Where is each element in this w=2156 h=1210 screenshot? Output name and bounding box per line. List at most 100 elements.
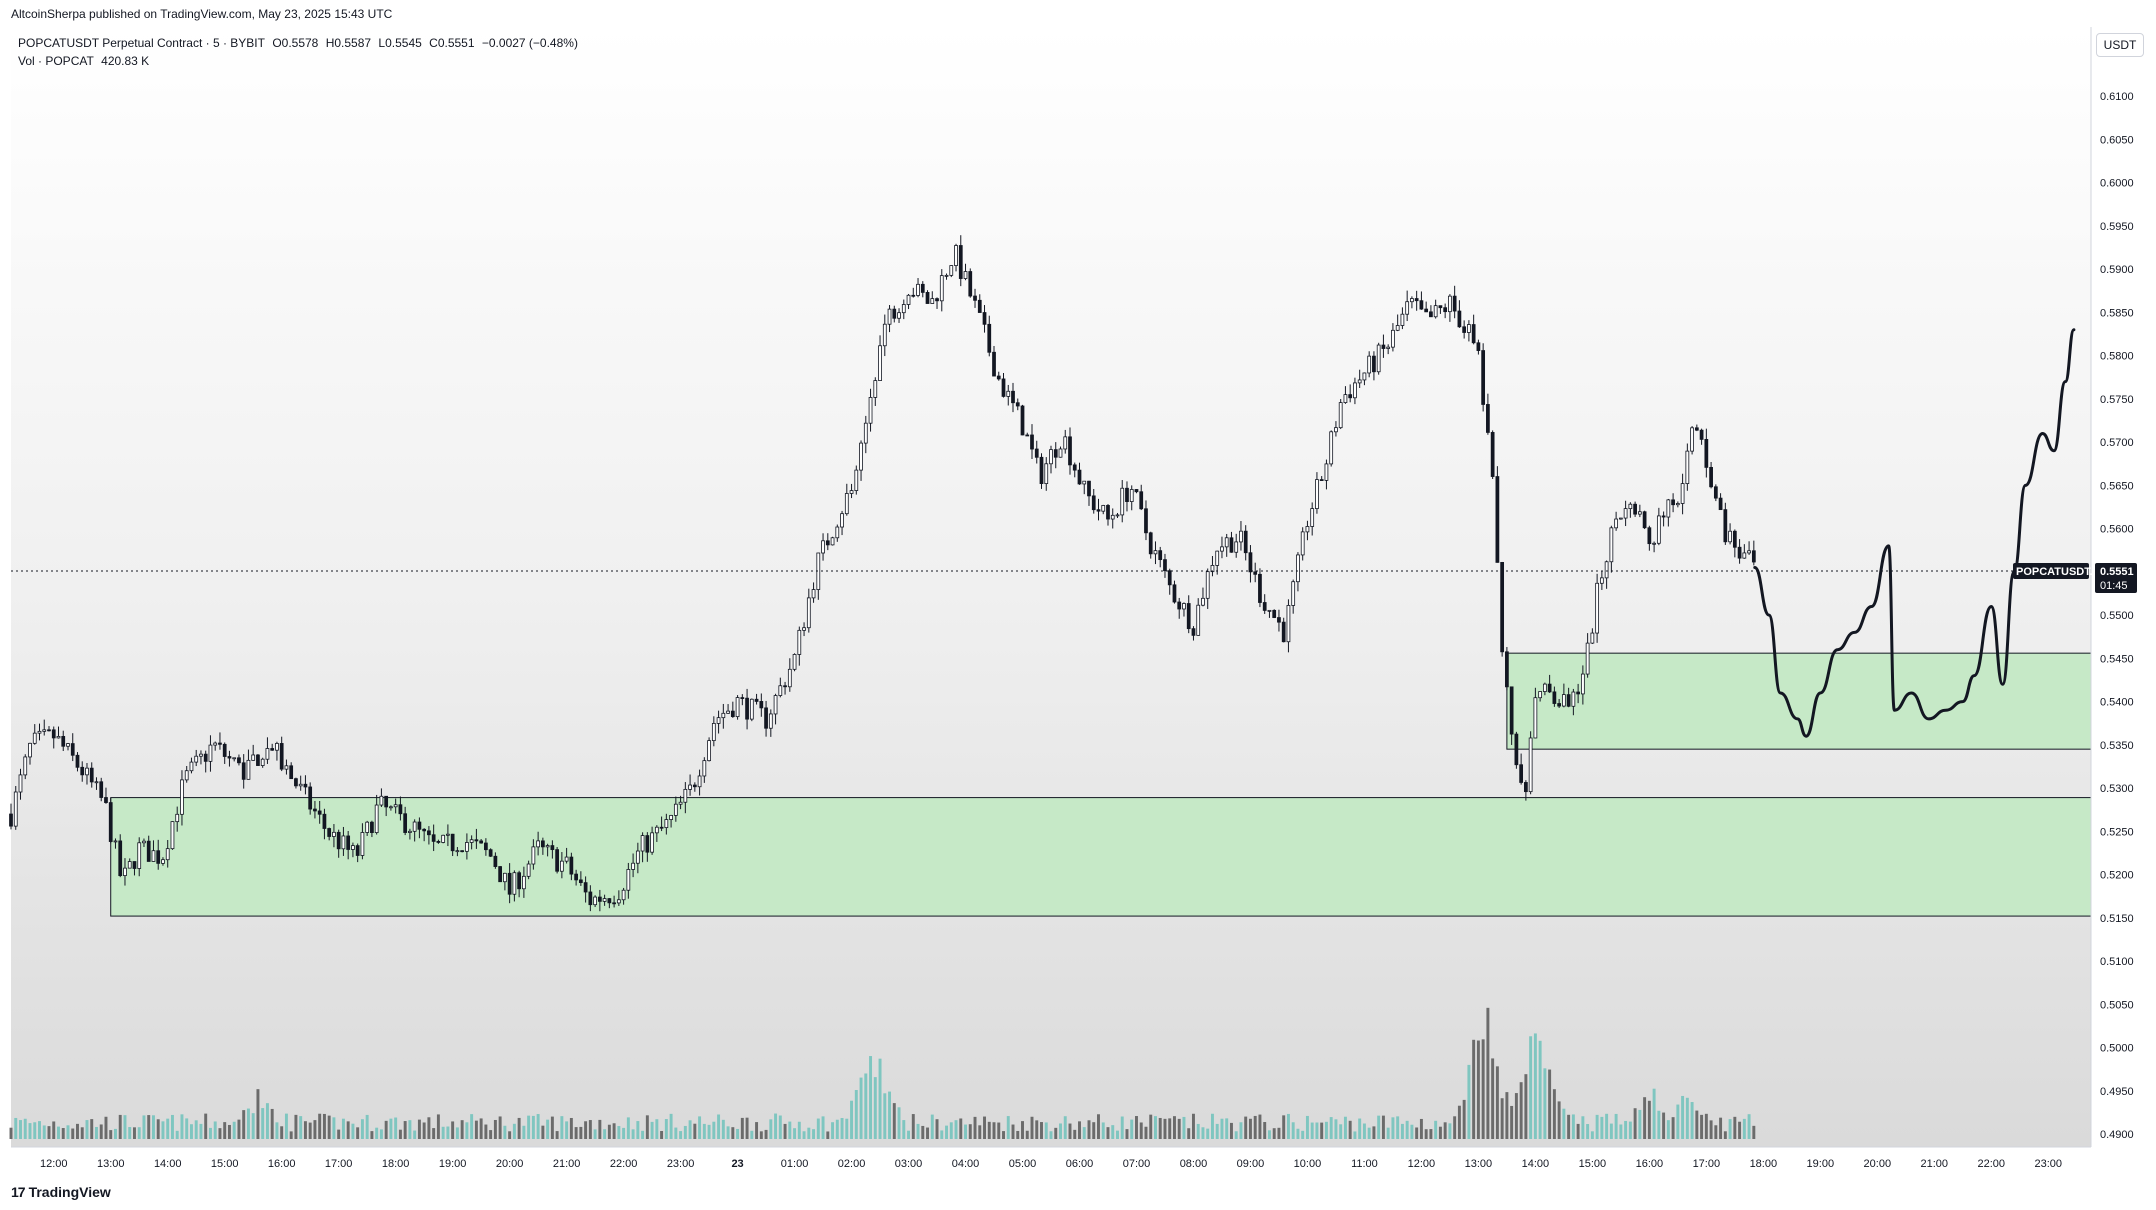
candle-down	[1281, 621, 1286, 643]
currency-unit-button[interactable]: USDT	[2096, 33, 2144, 57]
candle-up	[275, 743, 279, 751]
volume-bar	[1078, 1121, 1081, 1139]
candle-down	[825, 540, 830, 546]
volume-bar	[1111, 1125, 1115, 1139]
candle-up	[37, 730, 42, 734]
candle-up	[602, 898, 607, 902]
volume-bar	[1272, 1128, 1276, 1139]
volume-bar	[1619, 1124, 1623, 1139]
candle-up	[616, 899, 621, 904]
time-tick-label: 21:00	[553, 1158, 581, 1170]
candle-down	[1106, 505, 1110, 520]
candle-down	[1158, 550, 1163, 561]
candle-up	[142, 840, 146, 844]
time-tick-label: 15:00	[1579, 1158, 1607, 1170]
candle-up	[1467, 324, 1471, 333]
volume-bar	[1738, 1121, 1742, 1139]
price-tick-label: 0.4900	[2100, 1129, 2134, 1141]
price-tick-label: 0.5200	[2100, 870, 2134, 882]
candle-down	[1429, 311, 1433, 318]
demand-zone[interactable]	[1506, 652, 2092, 750]
volume-bar	[360, 1119, 364, 1139]
price-axis[interactable]: 0.61500.61000.60500.60000.59500.59000.58…	[2100, 48, 2134, 1141]
volume-bar	[47, 1126, 51, 1139]
candle-up	[882, 323, 887, 347]
candle-up	[873, 380, 878, 398]
candle-down	[987, 323, 992, 353]
volume-bar	[1154, 1116, 1157, 1139]
candle-down	[977, 299, 982, 313]
candle-down	[583, 882, 588, 893]
candle-up	[1300, 531, 1305, 556]
candle-down	[1191, 628, 1196, 636]
volume-bar	[508, 1131, 512, 1139]
volume-bar	[161, 1121, 165, 1139]
volume-bar	[1595, 1114, 1599, 1139]
demand-zone[interactable]	[110, 797, 2092, 917]
volume-bar	[1348, 1120, 1352, 1139]
candle-up	[180, 779, 184, 815]
candle-up	[175, 813, 180, 823]
volume-bar	[1377, 1115, 1381, 1139]
time-tick-label: 03:00	[895, 1158, 923, 1170]
volume-bar	[565, 1121, 569, 1139]
volume-bar	[1144, 1126, 1148, 1139]
volume-bar	[1505, 1092, 1509, 1139]
time-tick-label: 01:00	[781, 1158, 809, 1170]
price-tick-label: 0.5950	[2100, 221, 2134, 233]
volume-bar	[1353, 1131, 1357, 1139]
volume-bar	[1002, 1131, 1005, 1139]
candle-up	[28, 742, 32, 758]
candle-down	[156, 850, 161, 864]
volume-bar	[888, 1091, 892, 1139]
candle-up	[664, 819, 669, 829]
volume-bar	[227, 1124, 231, 1139]
volume-bar	[774, 1113, 778, 1139]
time-axis[interactable]: 12:00 13:00 14:00 15:00 16:00 17:00 18:00 19:00…	[40, 1158, 2062, 1170]
candle-up	[1315, 479, 1319, 510]
volume-bar	[57, 1126, 60, 1139]
time-tick-label: 19:00	[1807, 1158, 1835, 1170]
candle-up	[1220, 546, 1224, 552]
volume-bar	[1063, 1116, 1067, 1139]
volume-bar	[669, 1113, 673, 1139]
candle-down	[1381, 344, 1386, 349]
volume-bar	[622, 1127, 626, 1139]
symbol-name[interactable]: POPCATUSDT Perpetual Contract · 5 · BYBI…	[18, 36, 265, 50]
candle-down	[218, 742, 222, 745]
candle-down	[659, 826, 664, 829]
candle-up	[1006, 390, 1011, 397]
volume-bar	[441, 1126, 445, 1139]
volume-bars	[9, 1007, 1756, 1139]
volume-bar	[1282, 1115, 1286, 1139]
candle-up	[408, 830, 412, 833]
candle-up	[1210, 565, 1215, 573]
candle-up	[1747, 550, 1751, 554]
volume-bar	[1671, 1117, 1675, 1139]
volume-bar	[474, 1120, 478, 1139]
candle-up	[716, 717, 721, 724]
candle-up	[232, 757, 237, 760]
tradingview-logo[interactable]: 17 TradingView	[11, 1184, 111, 1200]
time-tick-label: 23:00	[667, 1158, 695, 1170]
candle-up	[42, 729, 47, 732]
volume-bar	[270, 1108, 274, 1139]
volume-bar	[104, 1116, 108, 1139]
candle-up	[170, 821, 175, 850]
candle-up	[503, 872, 507, 883]
volume-bar	[693, 1123, 697, 1139]
volume-bar	[52, 1121, 56, 1139]
candle-up	[123, 867, 127, 877]
candle-down	[1709, 466, 1713, 488]
candle-up	[94, 781, 99, 784]
volume-bar	[1011, 1124, 1015, 1139]
candle-up	[735, 697, 740, 718]
volume-bar	[185, 1118, 189, 1139]
candle-down	[1144, 508, 1148, 534]
volume-bar	[579, 1126, 583, 1139]
volume-label[interactable]: Vol · POPCAT	[18, 54, 94, 68]
candle-up	[1296, 554, 1300, 583]
candle-down	[1186, 603, 1191, 630]
candle-up	[351, 845, 355, 850]
